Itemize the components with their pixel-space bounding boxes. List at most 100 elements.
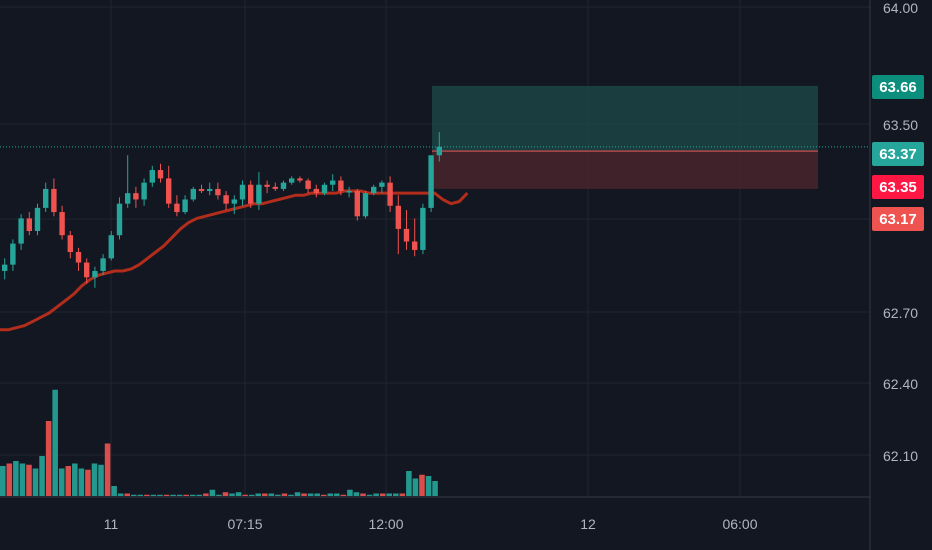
target-price-tag: 63.66 xyxy=(872,75,924,99)
candle-body xyxy=(403,228,410,242)
volume-bar xyxy=(222,492,229,496)
volume-bar xyxy=(183,494,189,496)
candle-body xyxy=(182,199,188,213)
candle-body xyxy=(198,188,205,192)
candle-body xyxy=(395,205,401,229)
volume-bar xyxy=(196,494,203,496)
volume-bar xyxy=(366,494,373,496)
candle-body xyxy=(256,184,262,204)
candle-body xyxy=(92,270,98,278)
volume-bar xyxy=(45,421,52,496)
candle-body xyxy=(174,203,180,213)
time-tick-label: 06:00 xyxy=(722,516,757,532)
candle-body xyxy=(26,218,32,231)
candle-body xyxy=(346,191,352,193)
volume-bar xyxy=(170,494,176,496)
volume-bar xyxy=(301,493,307,496)
volume-bar xyxy=(379,493,386,496)
candle-body xyxy=(2,264,8,271)
candle-body xyxy=(338,180,344,192)
volume-bar xyxy=(39,456,45,496)
candle-body xyxy=(354,191,360,217)
position-zones[interactable] xyxy=(0,85,870,189)
candle-body xyxy=(420,207,426,250)
volume-bar xyxy=(229,493,235,496)
candle-body xyxy=(75,252,82,263)
volume-bar xyxy=(288,494,294,496)
time-tick-label: 12 xyxy=(580,516,596,532)
volume-bar xyxy=(150,494,157,496)
candle-body xyxy=(313,188,319,194)
volume-bar xyxy=(72,463,78,496)
price-tick-label: 64.00 xyxy=(883,0,918,16)
candle-body xyxy=(264,184,270,187)
volume-bar xyxy=(320,494,327,496)
candle-body xyxy=(157,170,164,179)
candle-body xyxy=(223,195,229,204)
last-price-tag: 63.37 xyxy=(872,142,924,166)
volume-bar xyxy=(189,494,196,496)
volume-bar xyxy=(386,493,392,496)
volume-bar xyxy=(406,471,412,496)
candle-body xyxy=(149,170,155,183)
candle-body xyxy=(215,188,221,196)
chart-grid xyxy=(0,0,870,497)
candle-body xyxy=(412,241,418,250)
volume-bar xyxy=(6,463,13,496)
volume-bar xyxy=(32,468,39,496)
volume-bar xyxy=(281,493,288,496)
price-tick-label: 63.50 xyxy=(883,117,918,133)
candle-body xyxy=(125,193,131,204)
candle-body xyxy=(239,184,246,200)
time-tick-label: 12:00 xyxy=(368,516,403,532)
candle-body xyxy=(289,178,295,183)
candle-body xyxy=(305,180,311,189)
candle-body xyxy=(190,188,196,200)
candle-body xyxy=(51,188,57,213)
volume-bar xyxy=(144,494,150,496)
stop-price-tag: 63.35 xyxy=(872,175,924,199)
candle-body xyxy=(141,182,147,200)
entry-price-tag: 63.17 xyxy=(872,207,924,231)
volume-bar xyxy=(117,493,124,496)
volume-bar xyxy=(78,468,85,496)
volume-bar xyxy=(13,461,19,496)
volume-bar xyxy=(353,492,360,496)
candle-body xyxy=(133,193,139,200)
volume-bar xyxy=(124,493,130,496)
candle-body xyxy=(297,178,303,181)
volume-bar xyxy=(334,493,340,496)
volume-bar xyxy=(137,494,144,496)
volume-bar xyxy=(393,493,399,496)
candle-body xyxy=(280,182,287,189)
candle-body xyxy=(59,212,65,236)
volume-bar xyxy=(327,493,334,496)
volume-bar xyxy=(98,464,104,496)
time-tick-label: 07:15 xyxy=(227,516,262,532)
volume-bar xyxy=(412,478,419,496)
candle-body xyxy=(428,155,434,208)
candle-body xyxy=(379,182,385,187)
candle-body xyxy=(321,184,328,194)
candle-body xyxy=(100,258,106,271)
volume-bar xyxy=(58,468,65,496)
price-tick-label: 62.70 xyxy=(883,305,918,321)
volume-bar xyxy=(347,489,353,496)
candle-body xyxy=(207,188,213,192)
volume-bar xyxy=(242,494,248,496)
volume-bar xyxy=(425,476,432,496)
price-tick-label: 62.10 xyxy=(883,448,918,464)
target-zone xyxy=(432,85,818,152)
candle-body xyxy=(166,178,172,204)
candle-body xyxy=(18,218,24,244)
volume-bar xyxy=(26,464,32,496)
volume-bar xyxy=(176,494,183,496)
volume-bar xyxy=(360,493,366,496)
volume-bar xyxy=(91,463,98,496)
volume-bar xyxy=(255,493,261,496)
candle-body xyxy=(371,186,377,194)
stop-zone xyxy=(432,151,818,189)
time-tick-label: 11 xyxy=(104,516,119,532)
